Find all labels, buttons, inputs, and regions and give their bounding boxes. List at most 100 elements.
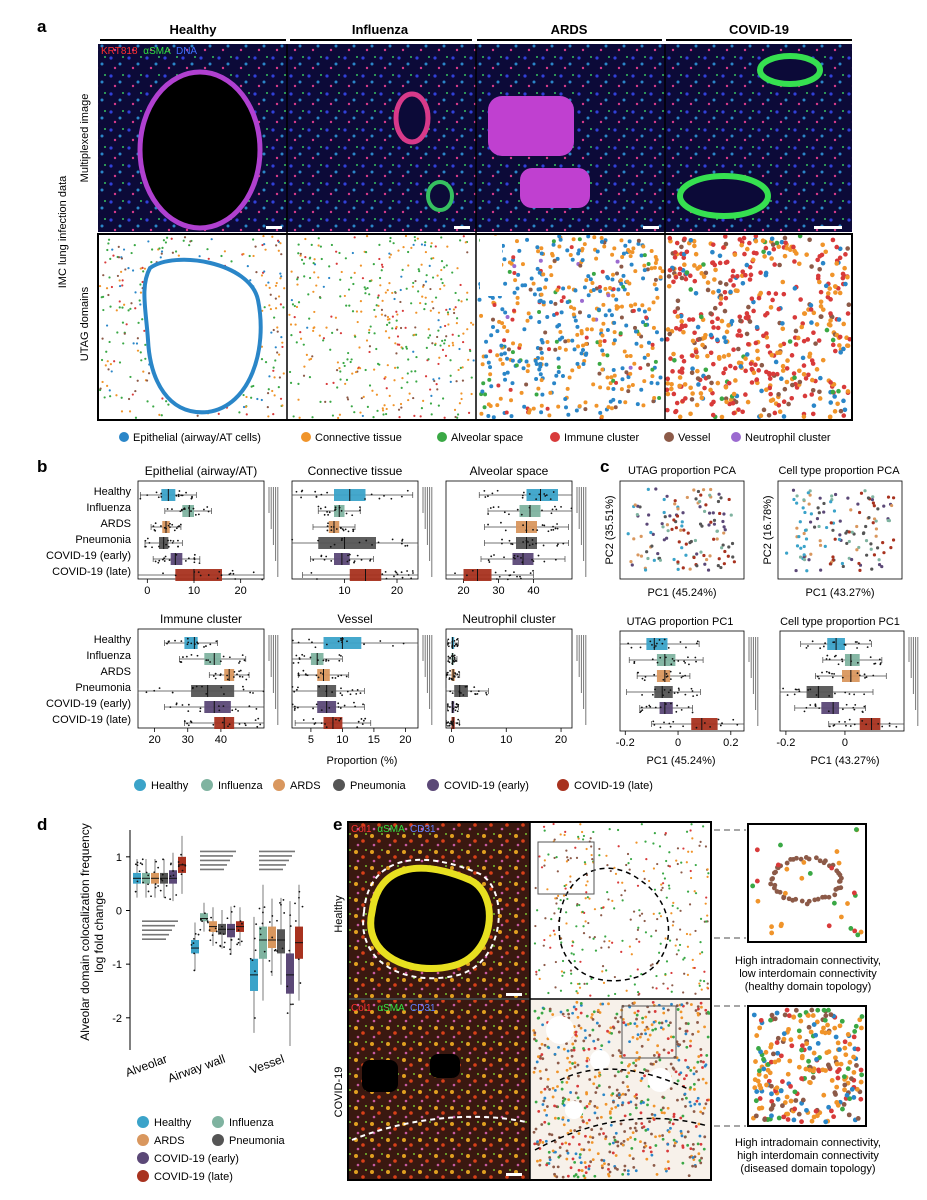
domain-dot <box>617 1049 621 1052</box>
domain-dot <box>694 892 698 895</box>
domain-dot <box>830 342 836 348</box>
domain-dot <box>639 387 644 392</box>
domain-dot <box>279 397 283 400</box>
domain-dot <box>563 339 568 344</box>
zoom-dot <box>841 1101 847 1107</box>
domain-dot <box>562 971 566 974</box>
domain-dot <box>572 1174 576 1178</box>
pca-point <box>650 544 654 548</box>
pca-point <box>707 523 711 527</box>
domain-dot <box>673 1141 677 1145</box>
domain-dot <box>676 862 679 866</box>
domain-dot <box>551 1086 555 1090</box>
domain-dot <box>459 239 462 242</box>
domain-dot <box>429 402 433 405</box>
jitter-point <box>392 644 394 647</box>
domain-dot <box>277 295 281 298</box>
domain-dot <box>280 275 283 278</box>
domain-dot <box>651 1000 655 1004</box>
pca-point <box>804 537 809 541</box>
x-tick-label: 20 <box>399 734 411 746</box>
jitter-point <box>814 704 817 707</box>
domain-dot <box>297 252 300 255</box>
domain-dot <box>672 920 675 923</box>
domain-dot <box>104 261 107 264</box>
domain-dot <box>608 1150 612 1154</box>
jitter-point <box>406 544 409 547</box>
domain-dot <box>614 872 618 875</box>
jitter-point <box>219 660 222 663</box>
jitter-point <box>655 642 658 645</box>
jitter-point <box>490 555 493 558</box>
domain-dot <box>611 941 614 944</box>
zoom-dot <box>833 887 839 892</box>
zoom-dot <box>799 1119 804 1125</box>
domain-dot <box>674 944 677 947</box>
jitter-point <box>669 689 672 692</box>
pca-point <box>675 514 680 518</box>
caption-healthy: High intradomain connectivity, <box>735 955 881 967</box>
jitter-point <box>239 920 242 922</box>
jitter-point <box>218 705 220 708</box>
domain-dot <box>553 1116 557 1120</box>
domain-dot <box>626 1085 630 1089</box>
domain-dot <box>694 1165 697 1168</box>
jitter-point <box>537 554 540 557</box>
jitter-point <box>450 655 453 658</box>
domain-dot <box>562 894 566 897</box>
domain-dot <box>308 376 312 379</box>
domain-dot <box>724 329 730 335</box>
jitter-point <box>684 674 687 677</box>
jitter-point <box>324 506 327 509</box>
box <box>691 718 718 730</box>
domain-dot <box>588 936 591 939</box>
domain-dot <box>545 406 550 411</box>
domain-dot <box>728 397 734 403</box>
domain-dot <box>648 1146 652 1149</box>
domain-dot <box>591 382 596 387</box>
domain-dot <box>573 960 576 963</box>
jitter-point <box>644 675 647 678</box>
domain-dot <box>619 1122 623 1126</box>
domain-dot <box>695 1099 699 1103</box>
zoom-dot <box>811 1114 817 1120</box>
domain-dot <box>407 398 410 402</box>
domain-dot <box>606 293 611 298</box>
jitter-point <box>872 674 875 677</box>
domain-dot <box>137 321 140 324</box>
domain-dot <box>691 837 694 840</box>
domain-dot <box>509 414 514 419</box>
pca-point <box>677 540 681 544</box>
legend-label: COVID-19 (late) <box>574 780 653 792</box>
pca-point <box>723 549 727 554</box>
domain-dot <box>617 1030 621 1034</box>
domain-dot <box>602 1159 606 1162</box>
domain-dot <box>560 1087 564 1091</box>
jitter-point <box>160 525 162 527</box>
domain-dot <box>692 1147 695 1151</box>
domain-dot <box>512 290 517 295</box>
plot-frame <box>137 480 265 580</box>
domain-dot <box>313 258 316 261</box>
domain-dot <box>814 322 820 327</box>
domain-dot <box>328 265 331 268</box>
domain-dot <box>472 359 475 362</box>
domain-dot <box>637 926 640 929</box>
jitter-point <box>793 693 796 696</box>
pca-point <box>861 531 866 536</box>
group-label: COVID-19 (early) <box>46 698 131 710</box>
domain-dot <box>650 935 653 938</box>
domain-dot <box>105 350 108 353</box>
domain-dot <box>117 256 121 259</box>
domain-dot <box>773 359 779 365</box>
domain-dot <box>687 317 692 322</box>
domain-dot <box>660 1021 664 1025</box>
jitter-point <box>684 661 687 664</box>
domain-dot <box>407 358 410 361</box>
domain-dot <box>567 375 572 380</box>
domain-dot <box>344 257 347 260</box>
jitter-point <box>158 545 160 548</box>
domain-dot <box>696 1142 700 1146</box>
domain-dot <box>517 359 522 364</box>
jitter-point <box>554 558 557 561</box>
